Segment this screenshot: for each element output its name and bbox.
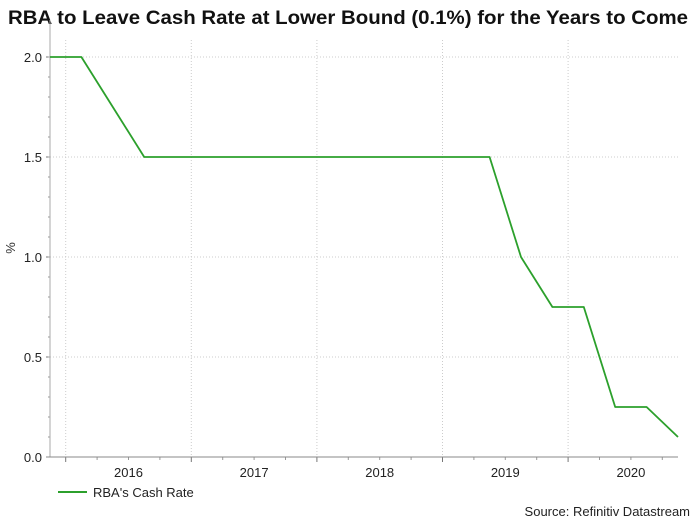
x-tick-label: 2019 [491,465,520,480]
axes: 0.0 0.5 1.0 1.5 2.0 2016 2017 2018 2019 2020 [24,20,678,480]
x-tick-label: 2018 [365,465,394,480]
y-tick-label: 2.0 [24,50,42,65]
x-tick-label: 2020 [616,465,645,480]
x-tick-label: 2017 [240,465,269,480]
legend: RBA's Cash Rate [58,485,194,500]
y-tick-label: 1.5 [24,150,42,165]
y-tick-label: 1.0 [24,250,42,265]
series-line [50,56,679,438]
chart-title: RBA to Leave Cash Rate at Lower Bound (0… [8,8,688,29]
y-tick-label: 0.5 [24,350,42,365]
x-tick-label: 2016 [114,465,143,480]
y-axis-label: % [3,242,18,254]
legend-label: RBA's Cash Rate [93,485,194,500]
y-tick-label: 0.0 [24,450,42,465]
series-lines [50,56,679,438]
gridlines [50,40,678,457]
source-note: Source: Refinitiv Datastream [525,504,690,519]
